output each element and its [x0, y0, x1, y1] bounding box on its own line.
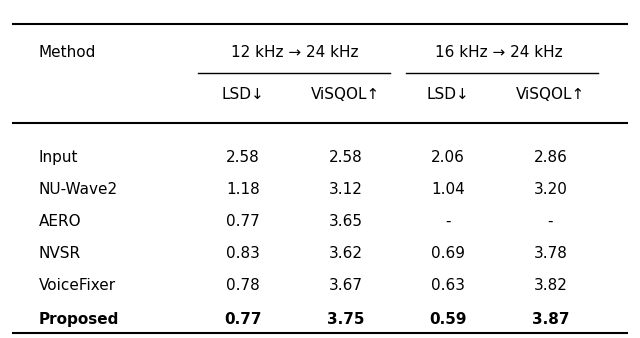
- Text: -: -: [548, 214, 553, 229]
- Text: ViSQOL↑: ViSQOL↑: [311, 87, 380, 102]
- Text: AERO: AERO: [38, 214, 81, 229]
- Text: Method: Method: [38, 45, 96, 60]
- Text: -: -: [445, 214, 451, 229]
- Text: 3.78: 3.78: [534, 246, 567, 261]
- Text: 2.58: 2.58: [227, 150, 260, 165]
- Text: 3.20: 3.20: [534, 182, 567, 197]
- Text: 1.18: 1.18: [227, 182, 260, 197]
- Text: Proposed: Proposed: [38, 312, 119, 327]
- Text: 3.75: 3.75: [327, 312, 364, 327]
- Text: Input: Input: [38, 150, 78, 165]
- Text: ViSQOL↑: ViSQOL↑: [516, 87, 585, 102]
- Text: 0.59: 0.59: [429, 312, 467, 327]
- Text: LSD↓: LSD↓: [427, 87, 469, 102]
- Text: 3.67: 3.67: [328, 278, 363, 293]
- Text: 2.86: 2.86: [534, 150, 567, 165]
- Text: 3.82: 3.82: [534, 278, 567, 293]
- Text: 2.58: 2.58: [329, 150, 362, 165]
- Text: NVSR: NVSR: [38, 246, 81, 261]
- Text: 3.12: 3.12: [329, 182, 362, 197]
- Text: 2.06: 2.06: [431, 150, 465, 165]
- Text: 0.77: 0.77: [225, 312, 262, 327]
- Text: LSD↓: LSD↓: [222, 87, 264, 102]
- Text: 0.83: 0.83: [227, 246, 260, 261]
- Text: 3.65: 3.65: [328, 214, 363, 229]
- Text: 0.77: 0.77: [227, 214, 260, 229]
- Text: 0.69: 0.69: [431, 246, 465, 261]
- Text: 3.62: 3.62: [328, 246, 363, 261]
- Text: 0.63: 0.63: [431, 278, 465, 293]
- Text: 12 kHz → 24 kHz: 12 kHz → 24 kHz: [230, 45, 358, 60]
- Text: VoiceFixer: VoiceFixer: [38, 278, 116, 293]
- Text: 0.78: 0.78: [227, 278, 260, 293]
- Text: NU-Wave2: NU-Wave2: [38, 182, 118, 197]
- Text: 1.04: 1.04: [431, 182, 465, 197]
- Text: 3.87: 3.87: [532, 312, 569, 327]
- Text: 16 kHz → 24 kHz: 16 kHz → 24 kHz: [435, 45, 563, 60]
